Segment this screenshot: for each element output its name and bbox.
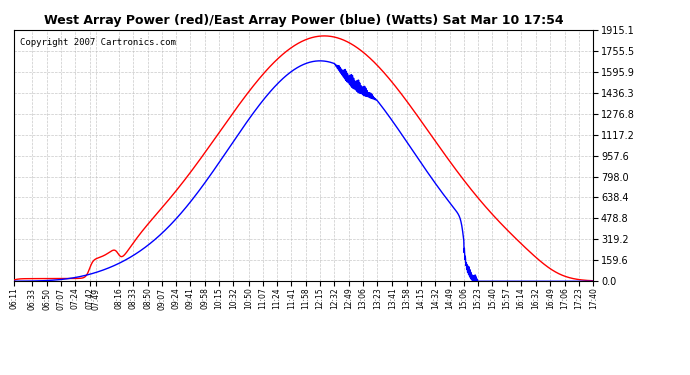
Title: West Array Power (red)/East Array Power (blue) (Watts) Sat Mar 10 17:54: West Array Power (red)/East Array Power … — [43, 15, 564, 27]
Text: Copyright 2007 Cartronics.com: Copyright 2007 Cartronics.com — [19, 38, 175, 46]
